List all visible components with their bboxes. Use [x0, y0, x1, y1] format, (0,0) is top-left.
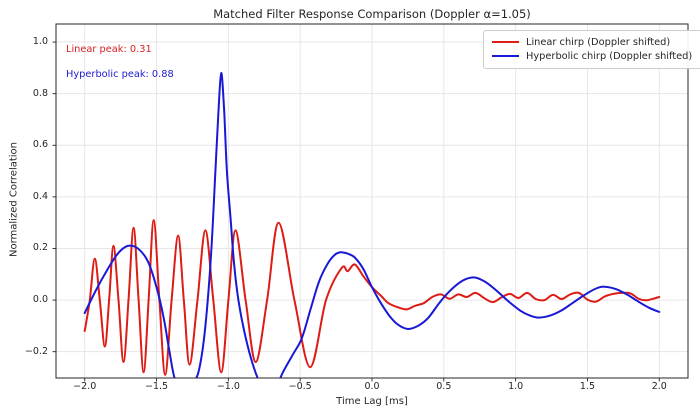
x-axis-label: Time Lag [ms] [336, 396, 408, 407]
y-tick-label: 0.0 [32, 294, 48, 306]
y-tick-label: −0.2 [24, 345, 48, 357]
x-tick-label: 0.5 [436, 381, 452, 392]
x-tick-label: −0.5 [288, 381, 312, 392]
legend-label: Hyperbolic chirp (Doppler shifted) [526, 50, 693, 62]
legend-line-sample-red [492, 41, 519, 43]
x-tick-label: −2.0 [73, 381, 97, 392]
legend-entry-linear: Linear chirp (Doppler shifted) [492, 35, 692, 49]
legend-entry-hyperbolic: Hyperbolic chirp (Doppler shifted) [492, 49, 692, 63]
y-tick-label: 1.0 [32, 36, 48, 48]
y-tick-label: 0.4 [32, 190, 48, 202]
x-tick-label: −1.5 [144, 381, 169, 392]
x-tick-label: −1.0 [216, 381, 240, 392]
x-tick-label: 0.0 [364, 381, 380, 392]
legend-line-sample-blue [492, 55, 519, 57]
legend-label: Linear chirp (Doppler shifted) [526, 36, 671, 48]
x-tick-label: 1.0 [508, 381, 524, 392]
legend: Linear chirp (Doppler shifted) Hyperboli… [483, 30, 700, 69]
linear-peak-annotation: Linear peak: 0.31 [66, 44, 152, 55]
y-tick-label: 0.8 [32, 87, 48, 99]
x-tick-label: 1.5 [579, 381, 595, 392]
chart-title: Matched Filter Response Comparison (Dopp… [213, 7, 531, 21]
y-tick-label: 0.2 [32, 242, 48, 254]
hyperbolic-peak-annotation: Hyperbolic peak: 0.88 [66, 69, 174, 80]
x-tick-label: 2.0 [651, 381, 667, 392]
y-tick-label: 0.6 [32, 139, 48, 151]
